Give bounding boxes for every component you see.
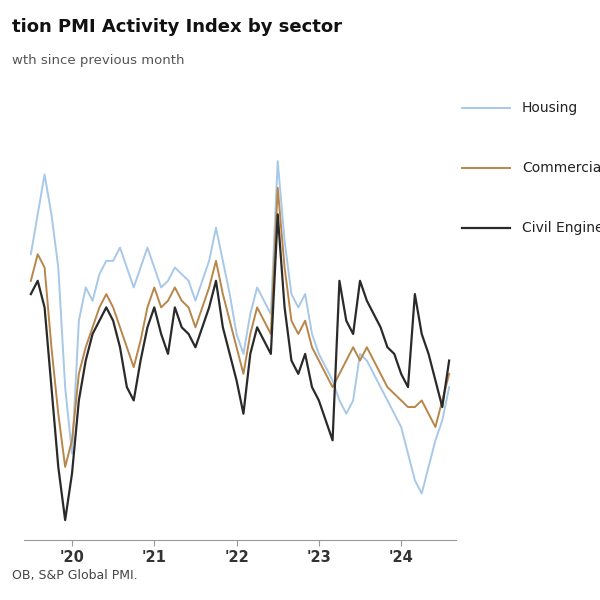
Housing xyxy=(398,424,405,431)
Commercial xyxy=(68,437,76,444)
Text: wth since previous month: wth since previous month xyxy=(12,54,185,67)
Text: Housing: Housing xyxy=(522,101,578,115)
Civil Engineering xyxy=(116,344,124,351)
Commercial xyxy=(274,184,281,191)
Civil Engineering xyxy=(240,410,247,418)
Line: Housing: Housing xyxy=(31,161,449,493)
Commercial xyxy=(27,277,34,284)
Civil Engineering xyxy=(62,517,69,524)
Commercial xyxy=(116,324,124,331)
Line: Commercial: Commercial xyxy=(31,188,449,467)
Civil Engineering xyxy=(295,370,302,377)
Housing xyxy=(62,383,69,391)
Commercial xyxy=(144,304,151,311)
Housing xyxy=(274,158,281,165)
Text: Commercial: Commercial xyxy=(522,161,600,175)
Housing xyxy=(446,383,453,391)
Housing xyxy=(288,290,295,298)
Civil Engineering xyxy=(274,211,281,218)
Housing xyxy=(233,331,240,338)
Civil Engineering xyxy=(446,357,453,364)
Text: tion PMI Activity Index by sector: tion PMI Activity Index by sector xyxy=(12,18,342,36)
Commercial xyxy=(240,370,247,377)
Text: OB, S&P Global PMI.: OB, S&P Global PMI. xyxy=(12,569,137,582)
Housing xyxy=(110,257,117,265)
Line: Civil Engineering: Civil Engineering xyxy=(31,214,449,520)
Housing xyxy=(418,490,425,497)
Housing xyxy=(27,251,34,258)
Civil Engineering xyxy=(27,290,34,298)
Civil Engineering xyxy=(68,470,76,477)
Text: Civil Engineering: Civil Engineering xyxy=(522,221,600,235)
Civil Engineering xyxy=(144,324,151,331)
Commercial xyxy=(295,331,302,338)
Civil Engineering xyxy=(404,383,412,391)
Commercial xyxy=(62,463,69,470)
Housing xyxy=(137,264,144,271)
Commercial xyxy=(446,370,453,377)
Commercial xyxy=(404,403,412,410)
